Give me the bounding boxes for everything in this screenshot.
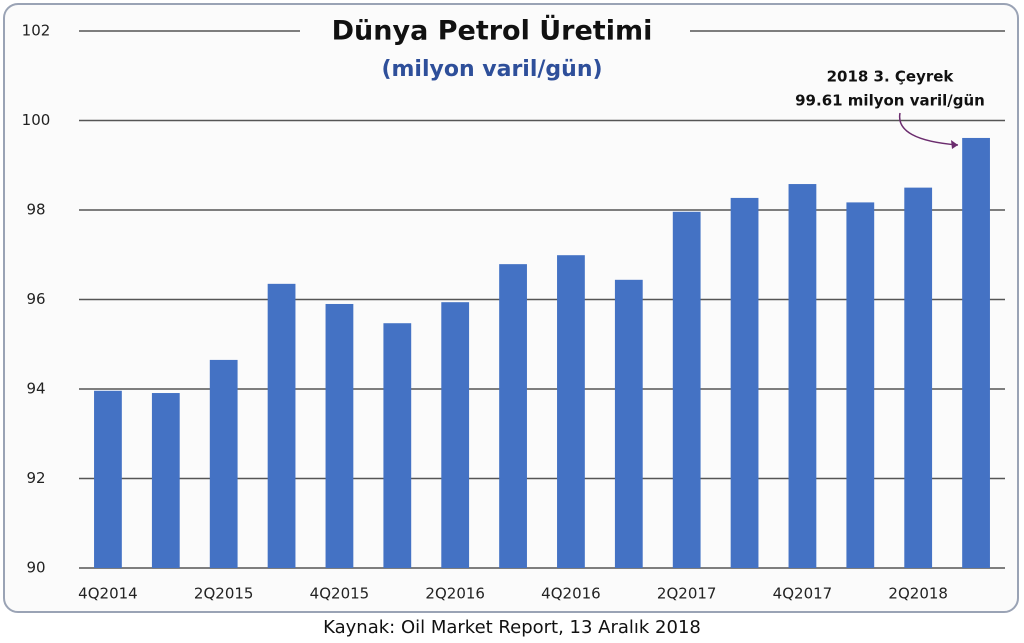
bar	[267, 283, 296, 568]
title-backdrop	[300, 10, 690, 50]
bar	[499, 264, 527, 568]
x-tick-label: 4Q2015	[310, 585, 370, 603]
bar	[151, 393, 180, 568]
bar	[614, 279, 643, 568]
x-tick-label: 2Q2016	[425, 585, 485, 603]
x-tick-label: 4Q2014	[78, 585, 138, 603]
y-tick-label: 92	[26, 469, 45, 487]
y-tick-label: 90	[26, 559, 45, 577]
bar	[325, 303, 354, 568]
y-tick-label: 100	[22, 111, 51, 129]
bar	[209, 359, 238, 568]
bar	[904, 187, 933, 568]
y-tick-label: 94	[26, 380, 45, 398]
bar	[557, 255, 585, 568]
bar	[672, 211, 701, 569]
x-tick-label: 4Q2016	[541, 585, 601, 603]
x-tick-label: 2Q2017	[657, 585, 717, 603]
arrow-head	[951, 140, 958, 149]
bar	[846, 202, 875, 568]
annotation: 2018 3. Çeyrek	[827, 68, 955, 86]
annotation: 99.61 milyon varil/gün	[795, 92, 985, 110]
x-tick-label: 2Q2015	[194, 585, 254, 603]
bar	[730, 197, 759, 569]
bar	[788, 184, 817, 569]
bar	[383, 323, 412, 568]
chart-title: Dünya Petrol Üretimi	[332, 14, 653, 47]
bar	[441, 302, 470, 568]
x-tick-label: 4Q2017	[773, 585, 833, 603]
bar	[962, 137, 990, 568]
y-tick-label: 102	[22, 22, 51, 40]
annotation-arrow	[898, 112, 959, 146]
source-note: Kaynak: Oil Market Report, 13 Aralık 201…	[323, 617, 701, 638]
y-tick-label: 98	[26, 201, 45, 219]
chart-subtitle: (milyon varil/gün)	[381, 57, 602, 82]
bar	[94, 390, 122, 568]
y-tick-label: 96	[26, 290, 45, 308]
x-tick-label: 2Q2018	[888, 585, 948, 603]
